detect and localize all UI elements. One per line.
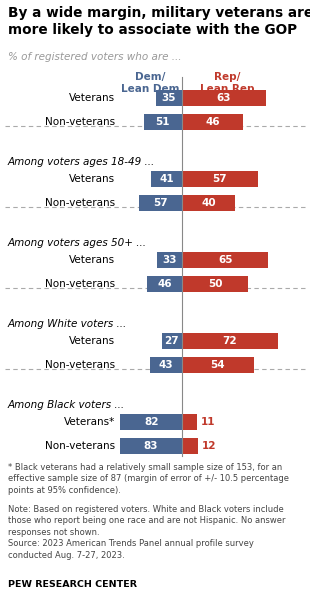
Bar [182,276,249,292]
Bar [120,414,182,430]
Text: 54: 54 [210,360,225,370]
Text: Veterans: Veterans [69,255,115,265]
Text: PEW RESEARCH CENTER: PEW RESEARCH CENTER [8,580,137,589]
Text: 12: 12 [202,441,216,451]
Text: Dem/
Lean Dem: Dem/ Lean Dem [121,72,179,93]
Bar [182,414,197,430]
Text: Veterans*: Veterans* [64,417,115,427]
Text: * Black veterans had a relatively small sample size of 153, for an
effective sam: * Black veterans had a relatively small … [8,463,289,495]
Text: % of registered voters who are ...: % of registered voters who are ... [8,52,181,62]
Text: 51: 51 [156,117,170,127]
Bar [147,276,182,292]
Bar [162,333,182,349]
Bar [182,90,266,106]
Text: 46: 46 [157,279,172,289]
Bar [182,171,258,187]
Text: Non-veterans: Non-veterans [45,117,115,127]
Text: 83: 83 [144,441,158,451]
Bar [182,357,254,373]
Bar [150,357,182,373]
Text: 57: 57 [213,174,227,184]
Text: Among voters ages 18-49 ...: Among voters ages 18-49 ... [8,157,155,167]
Text: 50: 50 [208,279,223,289]
Text: Among White voters ...: Among White voters ... [8,319,127,329]
Text: 65: 65 [218,255,232,265]
Text: Veterans: Veterans [69,93,115,103]
Text: Non-veterans: Non-veterans [45,279,115,289]
Bar [120,438,182,454]
Text: 11: 11 [201,417,215,427]
Bar [156,90,182,106]
Bar [182,333,278,349]
Bar [182,114,243,130]
Text: 41: 41 [159,174,174,184]
Text: Rep/
Lean Rep: Rep/ Lean Rep [200,72,254,93]
Text: 57: 57 [153,198,168,208]
Text: 46: 46 [205,117,220,127]
Text: Non-veterans: Non-veterans [45,360,115,370]
Bar [139,195,182,211]
Text: Veterans: Veterans [69,336,115,346]
Text: 40: 40 [201,198,216,208]
Text: 35: 35 [162,93,176,103]
Text: 43: 43 [158,360,173,370]
Text: Among Black voters ...: Among Black voters ... [8,400,125,410]
Bar [144,114,182,130]
Text: Note: Based on registered voters. White and Black voters include
those who repor: Note: Based on registered voters. White … [8,505,286,559]
Text: Non-veterans: Non-veterans [45,198,115,208]
Text: 27: 27 [165,336,179,346]
Text: Veterans: Veterans [69,174,115,184]
Bar [182,438,198,454]
Text: By a wide margin, military veterans are
more likely to associate with the GOP: By a wide margin, military veterans are … [8,6,310,37]
Bar [157,252,182,268]
Text: 72: 72 [223,336,237,346]
Text: Among voters ages 50+ ...: Among voters ages 50+ ... [8,238,147,248]
Bar [182,195,235,211]
Text: Non-veterans: Non-veterans [45,441,115,451]
Bar [182,252,268,268]
Bar [151,171,182,187]
Text: 33: 33 [162,255,177,265]
Text: 63: 63 [217,93,231,103]
Text: 82: 82 [144,417,158,427]
